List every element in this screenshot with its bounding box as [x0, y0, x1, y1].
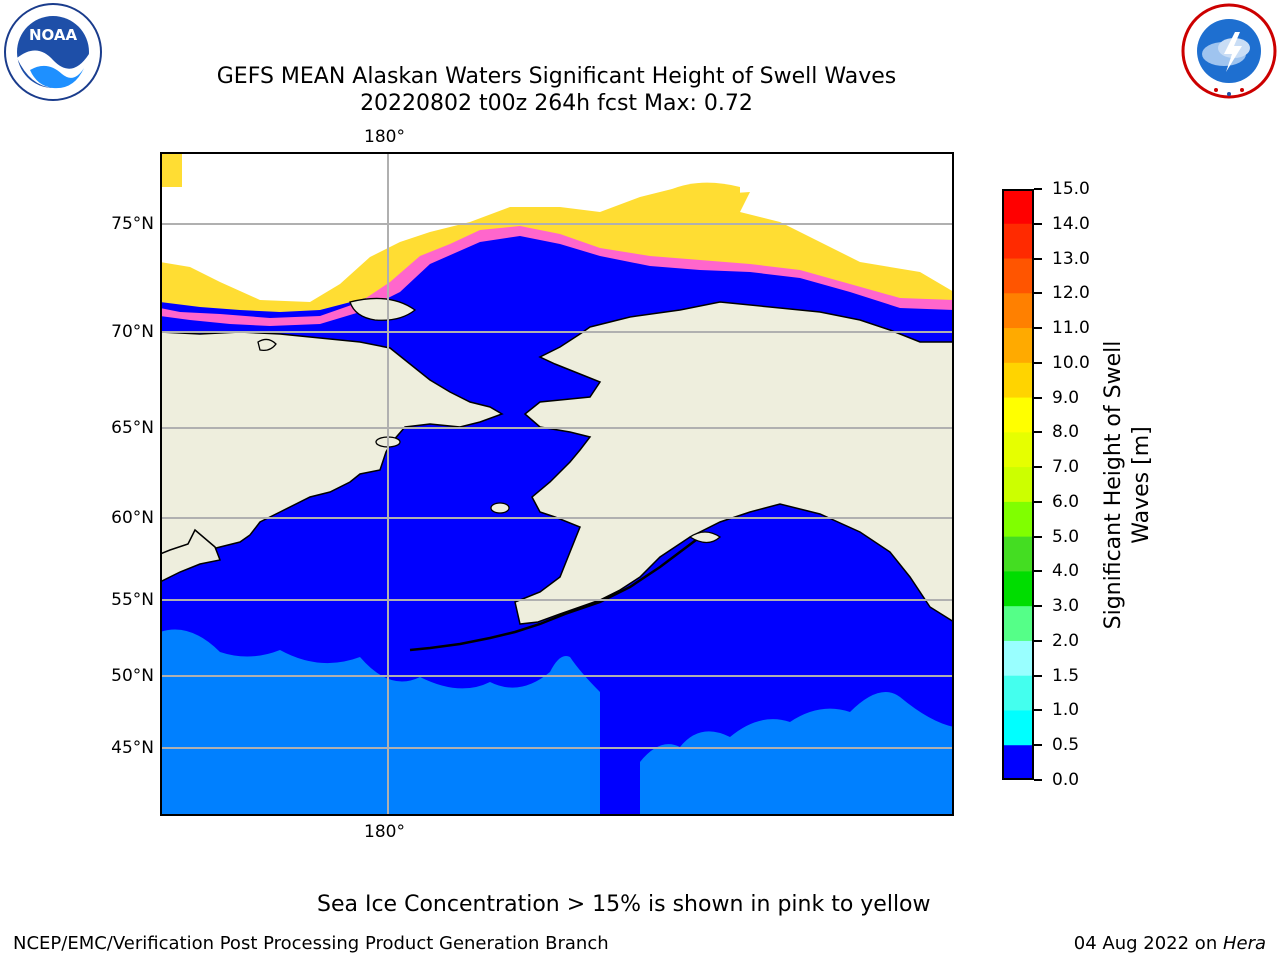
colorbar-bin: [1002, 258, 1034, 294]
lat-label-65: 65°N: [111, 418, 154, 438]
colorbar-tick-label: 9.0: [1052, 387, 1080, 408]
colorbar-tick-label: 7.0: [1052, 457, 1080, 478]
colorbar-tick-mark: [1034, 744, 1042, 747]
colorbar-bin: [1002, 397, 1034, 433]
colorbar-bin: [1002, 189, 1034, 225]
colorbar-tick-mark: [1034, 188, 1042, 190]
noaa-logo-text: NOAA: [29, 26, 78, 44]
noaa-logo: NOAA: [2, 2, 104, 102]
colorbar-tick-mark: [1034, 292, 1042, 295]
colorbar-tick-label: 1.5: [1052, 665, 1080, 686]
colorbar: [1002, 189, 1034, 781]
lon-label-bottom: 180°: [364, 822, 405, 842]
lat-label-60: 60°N: [111, 508, 154, 528]
colorbar-tick-mark: [1034, 570, 1042, 573]
land-alaska: [514, 301, 955, 625]
sea-ice-yellow: [160, 187, 954, 312]
footer-date-text: 04 Aug 2022 on: [1073, 933, 1223, 954]
colorbar-bin: [1002, 745, 1034, 781]
map-frame: [160, 152, 954, 816]
colorbar-bin: [1002, 328, 1034, 364]
colorbar-svg: [1002, 189, 1034, 781]
land-wrangel: [349, 297, 417, 321]
colorbar-tick-label: 0.0: [1052, 770, 1080, 790]
colorbar-tick-mark: [1034, 535, 1042, 538]
colorbar-bin: [1002, 571, 1034, 607]
chart-title-line1: GEFS MEAN Alaskan Waters Significant Hei…: [216, 64, 897, 89]
lat-label-55: 55°N: [111, 590, 154, 610]
colorbar-tick-mark: [1034, 222, 1042, 225]
lon-label-top: 180°: [364, 127, 405, 147]
colorbar-bin: [1002, 606, 1034, 642]
colorbar-tick-label: 4.0: [1052, 561, 1080, 582]
colorbar-bin: [1002, 467, 1034, 503]
colorbar-tick-label: 0.5: [1052, 735, 1080, 756]
land-kodiak: [688, 531, 722, 544]
colorbar-bin: [1002, 675, 1034, 711]
colorbar-tick-label: 6.0: [1052, 491, 1080, 512]
colorbar-tick-mark: [1034, 327, 1042, 330]
sea-ice-note: Sea Ice Concentration > 15% is shown in …: [317, 892, 931, 917]
lat-label-75: 75°N: [111, 214, 154, 234]
colorbar-tick-label: 13.0: [1052, 248, 1090, 269]
colorbar-bin: [1002, 432, 1034, 468]
colorbar-tick-label: 12.0: [1052, 283, 1090, 304]
graticule: [160, 152, 954, 816]
colorbar-tick-mark: [1034, 466, 1042, 469]
footer-host: Hera: [1222, 933, 1266, 954]
colorbar-tick-mark: [1034, 500, 1042, 503]
colorbar-bin: [1002, 501, 1034, 538]
sea-ice-corner: [160, 152, 182, 187]
colorbar-tick-mark: [1034, 779, 1042, 781]
colorbar-tick-mark: [1034, 396, 1042, 399]
chart-title-line2: 20220802 t00z 264h fcst Max: 0.72: [360, 91, 753, 116]
colorbar-bin: [1002, 710, 1034, 746]
arctic-background: [160, 152, 954, 304]
land-nunivak: [490, 502, 510, 514]
colorbar-tick-mark: [1034, 605, 1042, 608]
land-island-nw: [257, 338, 277, 352]
colorbar-tick-label: 3.0: [1052, 596, 1080, 617]
lat-label-70: 70°N: [111, 322, 154, 342]
colorbar-tick-label: 10.0: [1052, 352, 1090, 373]
colorbar-tick-mark: [1034, 639, 1042, 642]
colorbar-bin: [1002, 293, 1034, 329]
colorbar-tick-mark: [1034, 709, 1042, 712]
land-siberia: [159, 331, 504, 584]
colorbar-tick-label: 5.0: [1052, 526, 1080, 547]
colorbar-bin: [1002, 640, 1034, 677]
colorbar-bin: [1002, 362, 1034, 399]
colorbar-tick-label: 14.0: [1052, 213, 1090, 234]
lat-label-45: 45°N: [111, 738, 154, 758]
map-panel: [159, 152, 955, 816]
footer-credit: NCEP/EMC/Verification Post Processing Pr…: [13, 933, 609, 954]
colorbar-tick-mark: [1034, 431, 1042, 434]
colorbar-bin: [1002, 223, 1034, 260]
colorbar-tick-mark: [1034, 674, 1042, 677]
ocean-mid-swell-east: [640, 692, 954, 816]
colorbar-frame: [1002, 189, 1034, 780]
nws-logo: [1180, 2, 1278, 100]
land-aleutians: [409, 536, 701, 652]
sea-ice-patch: [670, 182, 740, 216]
colorbar-tick-mark: [1034, 361, 1042, 364]
colorbar-tick-label: 1.0: [1052, 700, 1080, 721]
colorbar-tick-label: 15.0: [1052, 179, 1090, 199]
sea-ice-pink: [160, 226, 954, 326]
colorbar-tick-mark: [1034, 257, 1042, 260]
lat-label-50: 50°N: [111, 666, 154, 686]
map-svg: [159, 152, 955, 816]
footer-date: 04 Aug 2022 on Hera: [1074, 933, 1266, 955]
colorbar-label: Significant Height of Swell Waves [m]: [1101, 340, 1154, 630]
colorbar-tick-label: 8.0: [1052, 422, 1080, 443]
colorbar-tick-label: 11.0: [1052, 318, 1090, 339]
colorbar-tick-label: 2.0: [1052, 630, 1080, 651]
colorbar-bin: [1002, 536, 1034, 572]
land-kamchatka: [159, 528, 222, 584]
